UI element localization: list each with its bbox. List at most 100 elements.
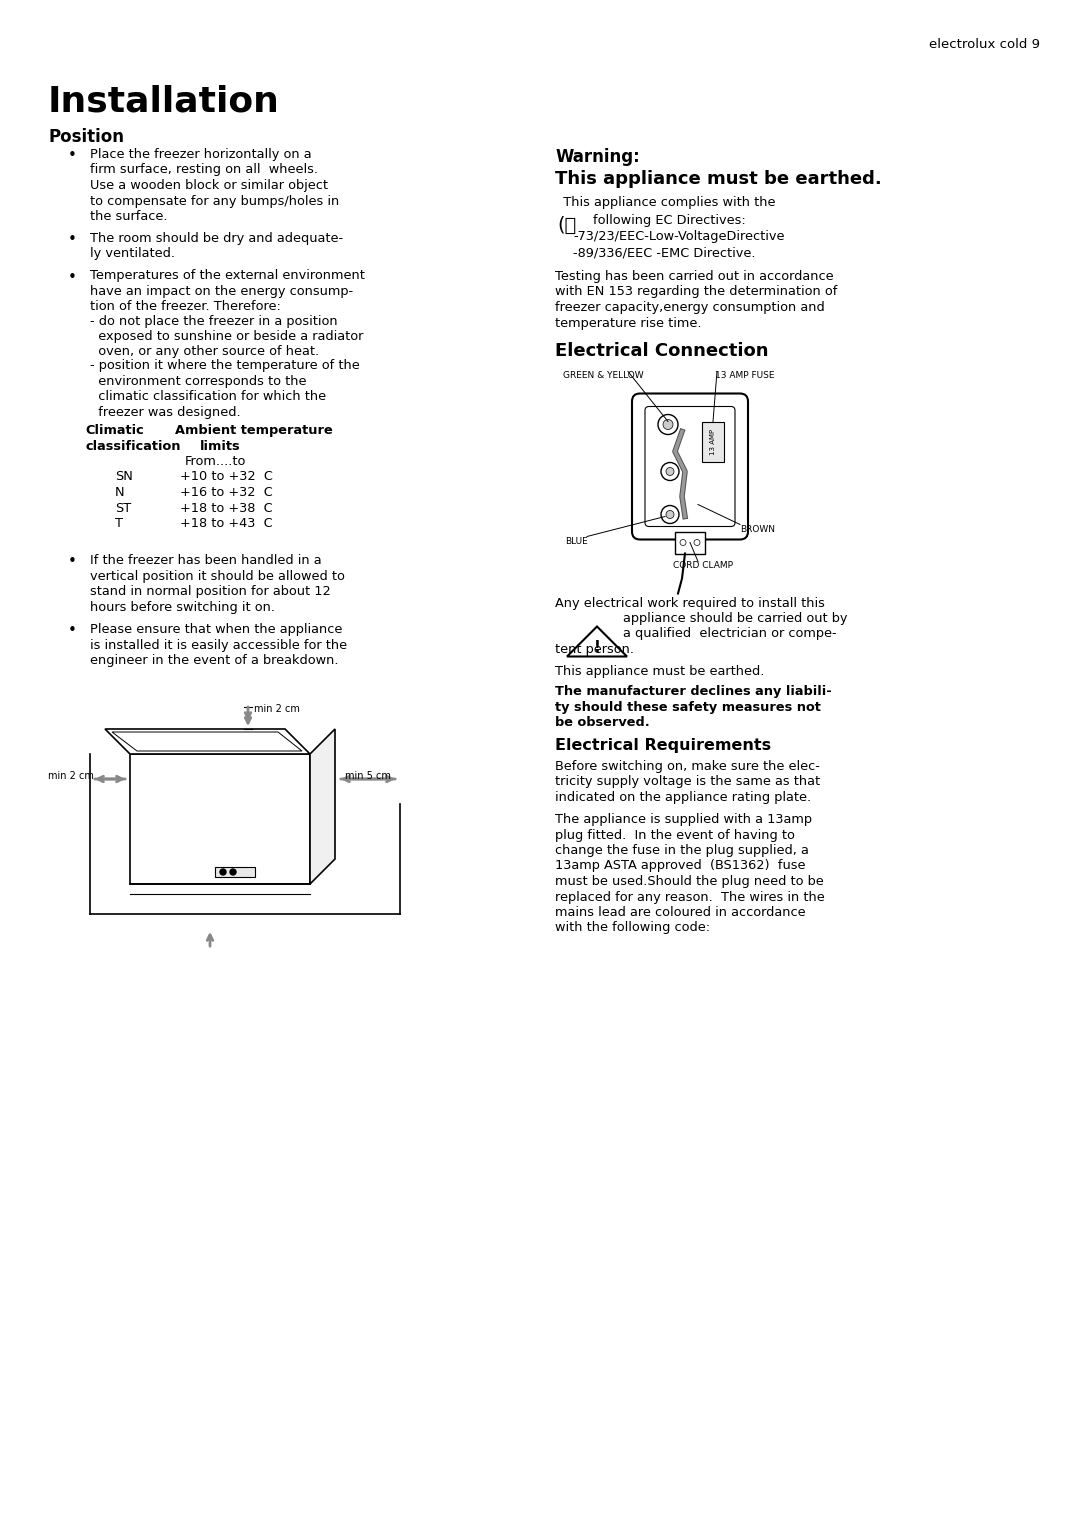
Circle shape xyxy=(220,868,226,874)
Text: tion of the freezer. Therefore:: tion of the freezer. Therefore: xyxy=(90,301,281,313)
Text: temperature rise time.: temperature rise time. xyxy=(555,316,702,330)
Polygon shape xyxy=(567,627,627,656)
Text: +16 to +32  C: +16 to +32 C xyxy=(180,485,273,499)
Text: oven, or any other source of heat.: oven, or any other source of heat. xyxy=(90,345,319,359)
Circle shape xyxy=(694,540,700,545)
Text: ty should these safety measures not: ty should these safety measures not xyxy=(555,700,821,714)
Text: change the fuse in the plug supplied, a: change the fuse in the plug supplied, a xyxy=(555,844,809,858)
Text: Please ensure that when the appliance: Please ensure that when the appliance xyxy=(90,623,342,636)
Text: a qualified  electrician or compe-: a qualified electrician or compe- xyxy=(623,627,837,641)
Circle shape xyxy=(680,540,686,545)
Text: exposed to sunshine or beside a radiator: exposed to sunshine or beside a radiator xyxy=(90,330,363,343)
Text: Testing has been carried out in accordance: Testing has been carried out in accordan… xyxy=(555,270,834,282)
Text: N: N xyxy=(114,485,124,499)
Text: Electrical Requirements: Electrical Requirements xyxy=(555,739,771,752)
FancyBboxPatch shape xyxy=(632,394,748,540)
Text: This appliance must be earthed.: This appliance must be earthed. xyxy=(555,665,765,678)
Text: +10 to +32  C: +10 to +32 C xyxy=(180,470,273,484)
Polygon shape xyxy=(130,754,310,884)
Text: Electrical Connection: Electrical Connection xyxy=(555,342,769,360)
Text: Warning:: Warning: xyxy=(555,148,639,166)
Text: tent person.: tent person. xyxy=(555,642,634,656)
Circle shape xyxy=(663,420,673,429)
Text: Position: Position xyxy=(48,128,124,146)
Text: SN: SN xyxy=(114,470,133,484)
Text: tricity supply voltage is the same as that: tricity supply voltage is the same as th… xyxy=(555,775,820,789)
Text: climatic classification for which the: climatic classification for which the xyxy=(90,391,326,403)
Text: following EC Directives:: following EC Directives: xyxy=(593,214,746,227)
Text: (Ⓒ: (Ⓒ xyxy=(557,217,577,235)
Text: min 5 cm: min 5 cm xyxy=(345,771,391,781)
Text: min 2 cm: min 2 cm xyxy=(48,771,94,781)
Circle shape xyxy=(658,415,678,435)
Text: GREEN & YELLOW: GREEN & YELLOW xyxy=(563,371,644,380)
Text: to compensate for any bumps/holes in: to compensate for any bumps/holes in xyxy=(90,194,339,208)
Text: 13amp ASTA approved  (BS1362)  fuse: 13amp ASTA approved (BS1362) fuse xyxy=(555,859,806,873)
Text: CORD CLAMP: CORD CLAMP xyxy=(673,562,733,571)
Text: From....to: From....to xyxy=(185,455,246,468)
Text: Ambient temperature: Ambient temperature xyxy=(175,424,333,436)
Text: BLUE: BLUE xyxy=(565,537,588,545)
Text: vertical position it should be allowed to: vertical position it should be allowed t… xyxy=(90,571,345,583)
Text: •: • xyxy=(68,270,77,284)
Text: BROWN: BROWN xyxy=(740,525,775,534)
Text: ly ventilated.: ly ventilated. xyxy=(90,247,175,261)
Text: 13 AMP FUSE: 13 AMP FUSE xyxy=(715,371,774,380)
FancyBboxPatch shape xyxy=(675,531,705,554)
Text: the surface.: the surface. xyxy=(90,211,167,223)
Text: Installation: Installation xyxy=(48,85,280,119)
Text: •: • xyxy=(68,148,77,163)
Text: If the freezer has been handled in a: If the freezer has been handled in a xyxy=(90,554,322,568)
Text: have an impact on the energy consump-: have an impact on the energy consump- xyxy=(90,285,353,298)
Text: -89/336/EEC -EMC Directive.: -89/336/EEC -EMC Directive. xyxy=(573,246,756,259)
Text: classification: classification xyxy=(85,439,180,453)
Text: replaced for any reason.  The wires in the: replaced for any reason. The wires in th… xyxy=(555,891,825,903)
Text: mains lead are coloured in accordance: mains lead are coloured in accordance xyxy=(555,906,806,919)
Text: Climatic: Climatic xyxy=(85,424,144,436)
FancyBboxPatch shape xyxy=(702,421,724,461)
Text: ST: ST xyxy=(114,502,132,514)
Text: is installed it is easily accessible for the: is installed it is easily accessible for… xyxy=(90,638,347,652)
FancyBboxPatch shape xyxy=(215,867,255,877)
FancyBboxPatch shape xyxy=(645,406,735,526)
Polygon shape xyxy=(105,729,310,754)
Text: freezer was designed.: freezer was designed. xyxy=(90,406,241,420)
Text: limits: limits xyxy=(200,439,241,453)
Text: 13 AMP: 13 AMP xyxy=(710,429,716,455)
Text: hours before switching it on.: hours before switching it on. xyxy=(90,601,275,613)
Circle shape xyxy=(666,511,674,519)
Text: +18 to +38  C: +18 to +38 C xyxy=(180,502,272,514)
Text: This appliance must be earthed.: This appliance must be earthed. xyxy=(555,169,881,188)
Text: min 2 cm: min 2 cm xyxy=(254,703,300,714)
Text: •: • xyxy=(68,554,77,569)
Text: Before switching on, make sure the elec-: Before switching on, make sure the elec- xyxy=(555,760,820,774)
Text: must be used.Should the plug need to be: must be used.Should the plug need to be xyxy=(555,874,824,888)
Text: be observed.: be observed. xyxy=(555,716,650,729)
Circle shape xyxy=(230,868,237,874)
Text: with the following code:: with the following code: xyxy=(555,922,711,934)
Text: -73/23/EEC-Low-VoltageDirective: -73/23/EEC-Low-VoltageDirective xyxy=(573,230,784,243)
Text: Place the freezer horizontally on a: Place the freezer horizontally on a xyxy=(90,148,312,162)
Circle shape xyxy=(661,462,679,481)
Text: The manufacturer declines any liabili-: The manufacturer declines any liabili- xyxy=(555,685,832,697)
Text: •: • xyxy=(68,232,77,247)
Text: engineer in the event of a breakdown.: engineer in the event of a breakdown. xyxy=(90,655,338,667)
Text: indicated on the appliance rating plate.: indicated on the appliance rating plate. xyxy=(555,790,811,804)
Text: The room should be dry and adequate-: The room should be dry and adequate- xyxy=(90,232,343,246)
Polygon shape xyxy=(112,732,302,751)
Text: •: • xyxy=(68,623,77,638)
Text: The appliance is supplied with a 13amp: The appliance is supplied with a 13amp xyxy=(555,813,812,826)
Circle shape xyxy=(661,505,679,523)
Text: firm surface, resting on all  wheels.: firm surface, resting on all wheels. xyxy=(90,163,318,177)
Polygon shape xyxy=(310,729,335,884)
Text: This appliance complies with the: This appliance complies with the xyxy=(555,195,775,209)
Text: !: ! xyxy=(594,639,600,655)
Text: with EN 153 regarding the determination of: with EN 153 regarding the determination … xyxy=(555,285,837,299)
Text: appliance should be carried out by: appliance should be carried out by xyxy=(623,612,848,626)
Text: +18 to +43  C: +18 to +43 C xyxy=(180,517,272,530)
Circle shape xyxy=(666,467,674,476)
Text: electrolux cold 9: electrolux cold 9 xyxy=(929,38,1040,50)
Text: - position it where the temperature of the: - position it where the temperature of t… xyxy=(90,360,360,372)
Text: - do not place the freezer in a position: - do not place the freezer in a position xyxy=(90,314,338,328)
Text: T: T xyxy=(114,517,123,530)
